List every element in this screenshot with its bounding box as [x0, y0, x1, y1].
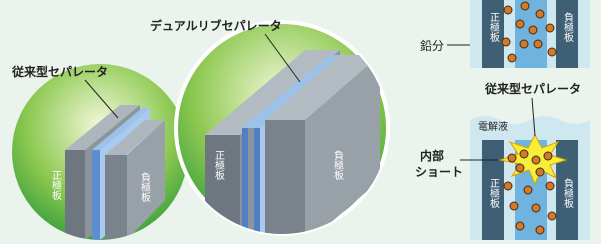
plate-label: 負極板	[562, 12, 574, 43]
callout: 従来型セパレータ	[11, 64, 108, 79]
callout: ショート	[415, 165, 463, 179]
callout: 鉛分	[420, 39, 444, 53]
plate-label: 正極板	[488, 12, 500, 43]
plate-label: 正極板	[488, 178, 500, 209]
plate-label: 負極板	[139, 172, 151, 203]
diagram: 従来型セパレータ 正極板 負極板 デュアルリブセパレータ 正極板 負極板 鉛分 …	[0, 0, 601, 244]
left-illustration	[12, 64, 188, 240]
plate-label: 負極板	[332, 150, 344, 181]
callout: デュアルリブセパレータ	[150, 18, 282, 33]
plate-label: 正極板	[50, 170, 62, 201]
callout: 内部	[420, 148, 444, 163]
plate-label: 正極板	[213, 150, 225, 181]
callout: 従来型セパレータ	[484, 81, 581, 96]
electrolyte-label: 電解液	[478, 120, 508, 133]
plate-label: 負極板	[562, 178, 574, 209]
